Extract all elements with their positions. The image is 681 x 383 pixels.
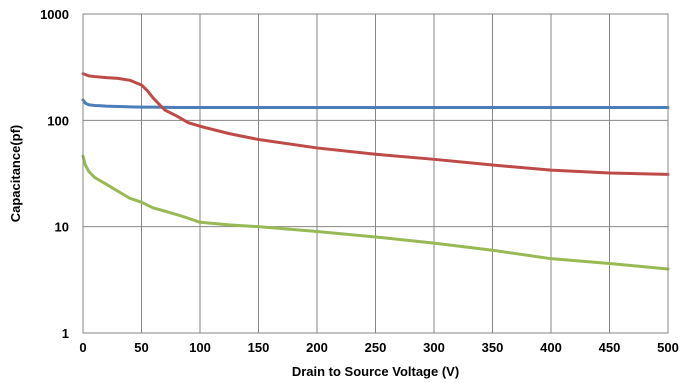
x-tick-label: 400 <box>540 340 562 355</box>
x-tick-label: 50 <box>134 340 148 355</box>
y-axis-title: Capacitance(pf) <box>8 125 23 223</box>
y-tick-label: 100 <box>47 113 69 128</box>
x-axis-title: Drain to Source Voltage (V) <box>292 364 459 379</box>
y-tick-labels: 1 10 100 1000 <box>40 7 69 341</box>
x-tick-label: 450 <box>599 340 621 355</box>
series-lines <box>81 72 670 271</box>
y-tick-label: 1 <box>62 326 69 341</box>
x-tick-label: 0 <box>79 340 86 355</box>
x-tick-label: 150 <box>248 340 270 355</box>
grid-lines <box>82 13 669 334</box>
x-tick-label: 350 <box>482 340 504 355</box>
y-tick-label: 1000 <box>40 7 69 22</box>
x-tick-label: 250 <box>365 340 387 355</box>
series-line-1 <box>81 98 670 110</box>
x-tick-label: 100 <box>189 340 211 355</box>
x-tick-label: 300 <box>423 340 445 355</box>
x-tick-labels: 0 50 100 150 200 250 300 350 400 450 500 <box>79 340 678 355</box>
x-tick-label: 500 <box>657 340 679 355</box>
series-line-3 <box>81 154 670 271</box>
plot-area-frame <box>82 13 669 334</box>
x-tick-label: 200 <box>306 340 328 355</box>
series-line-2 <box>81 72 670 176</box>
y-tick-label: 10 <box>55 220 69 235</box>
